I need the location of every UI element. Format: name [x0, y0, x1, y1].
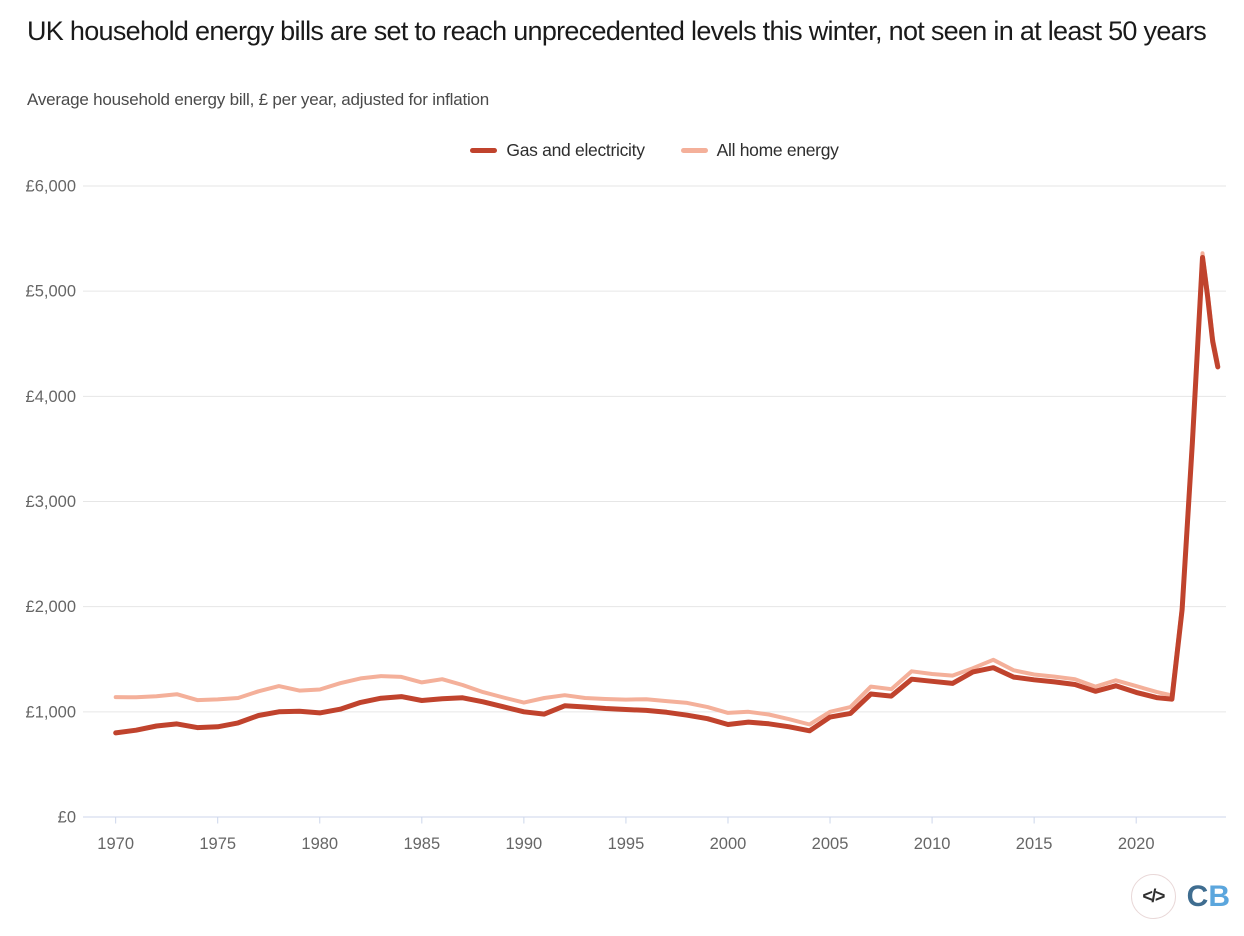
- y-tick-label-4000: £4,000: [26, 388, 76, 406]
- x-tick-label-1980: 1980: [301, 835, 338, 853]
- series-line-gas-and-electricity: [113, 255, 1221, 736]
- y-tick-label-6000: £6,000: [26, 178, 76, 196]
- x-tick-label-1990: 1990: [506, 835, 543, 853]
- series-line-all-home-energy: [113, 251, 1220, 727]
- y-tick-label-0: £0: [58, 809, 76, 827]
- carbonbrief-logo[interactable]: CB: [1186, 879, 1230, 913]
- x-tick-label-2000: 2000: [710, 835, 747, 853]
- x-tick-label-2010: 2010: [914, 835, 951, 853]
- carbonbrief-brand: </> CB: [1130, 874, 1230, 919]
- y-tick-label-2000: £2,000: [26, 598, 76, 616]
- chart-subtitle: Average household energy bill, £ per yea…: [27, 90, 490, 109]
- x-tick-label-1970: 1970: [97, 835, 134, 853]
- legend: Gas and electricity All home energy: [83, 140, 1226, 161]
- legend-item-gas-and-electricity[interactable]: Gas and electricity: [470, 140, 645, 161]
- y-tick-label-5000: £5,000: [26, 283, 76, 301]
- code-icon: </>: [1142, 886, 1165, 906]
- logo-letter-b: B: [1208, 879, 1230, 913]
- logo-letter-c: C: [1186, 879, 1209, 913]
- legend-item-all-home-energy[interactable]: All home energy: [680, 140, 839, 161]
- legend-label-all-home-energy: All home energy: [716, 140, 839, 160]
- y-tick-label-3000: £3,000: [26, 493, 76, 511]
- page-title: UK household energy bills are set to rea…: [27, 16, 1207, 46]
- x-tick-label-2020: 2020: [1118, 835, 1155, 853]
- x-tick-label-2005: 2005: [812, 835, 849, 853]
- x-tick-label-1995: 1995: [608, 835, 645, 853]
- x-tick-label-2015: 2015: [1016, 835, 1053, 853]
- y-tick-label-1000: £1,000: [26, 703, 76, 721]
- x-tick-label-1975: 1975: [199, 835, 236, 853]
- code-badge-icon[interactable]: </>: [1130, 874, 1176, 919]
- legend-swatch-all-home-energy: [680, 148, 708, 153]
- legend-label-gas-and-electricity: Gas and electricity: [506, 140, 645, 160]
- legend-swatch-gas-and-electricity: [470, 148, 498, 153]
- x-tick-label-1985: 1985: [403, 835, 440, 853]
